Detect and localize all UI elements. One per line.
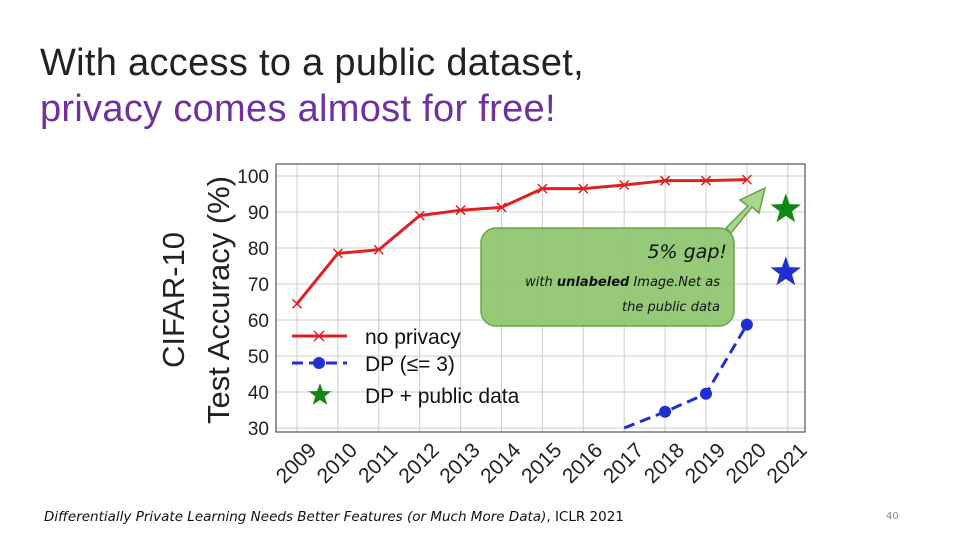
- callout-box: [480, 227, 735, 327]
- y-tick-label-30: 30: [248, 419, 269, 440]
- y-tick-label-70: 70: [248, 275, 269, 296]
- legend-item-0: no privacy: [292, 326, 461, 349]
- no-privacy-point-2011: [373, 244, 384, 255]
- x-tick-label-2016: 2016: [558, 439, 607, 488]
- x-tick-label-2014: 2014: [476, 439, 526, 489]
- dp-point-2018: [659, 405, 672, 418]
- citation-title: Differentially Private Learning Needs Be…: [44, 509, 547, 525]
- callout-headline: 5% gap!: [647, 241, 727, 263]
- legend-marker-dp: [313, 357, 325, 369]
- y-tick-label-90: 90: [248, 203, 269, 224]
- callout-line-1-prefix: with: [525, 275, 557, 290]
- legend-label-1: DP (≤= 3): [365, 353, 455, 376]
- x-tick-label-2011: 2011: [354, 439, 402, 487]
- no-privacy-point-2019: [700, 175, 712, 186]
- x-tick-label-2013: 2013: [435, 439, 484, 488]
- series-1: [623, 318, 753, 430]
- no-privacy-point-2009: [291, 298, 303, 309]
- x-tick-label-2012: 2012: [394, 439, 443, 488]
- chart-legend: no privacy DP (≤= 3) DP + public data: [292, 326, 520, 408]
- legend-marker-no-privacy: [313, 330, 325, 342]
- legend-label-0: no privacy: [365, 326, 461, 349]
- slide-title: With access to a public dataset, privacy…: [40, 40, 584, 132]
- y-tick-label-50: 50: [248, 347, 269, 368]
- callout-arrow: [724, 186, 767, 235]
- no-privacy-point-2017: [619, 179, 630, 191]
- y-tick-label-60: 60: [248, 311, 269, 332]
- page-number: 40: [886, 511, 899, 522]
- plot-area-border: [275, 163, 806, 433]
- x-tick-label-2010: 2010: [313, 439, 362, 488]
- callout-line-1-bold: unlabeled: [557, 275, 630, 290]
- x-tick-labels: 2009201020112012201320142015201620172018…: [272, 439, 812, 489]
- no-privacy-point-2013: [455, 205, 466, 216]
- no-privacy-point-2020: [741, 174, 752, 185]
- dp-point-2020: [740, 318, 753, 331]
- dp-public-star-2021: [770, 193, 801, 223]
- x-tick-label-2009: 2009: [272, 439, 321, 488]
- citation-venue: , ICLR 2021: [546, 509, 624, 525]
- no-privacy-point-2014: [496, 202, 507, 213]
- citation: Differentially Private Learning Needs Be…: [44, 509, 624, 525]
- y-tick-labels: 30 40 50 60 70 80 90 100: [237, 167, 269, 440]
- y-tick-label-40: 40: [248, 383, 269, 404]
- no-privacy-point-2010: [332, 248, 343, 259]
- series-2: [770, 193, 801, 223]
- x-tick-label-2018: 2018: [640, 439, 689, 488]
- y-tick-label-100: 100: [237, 167, 269, 188]
- dp-star-2021: [770, 256, 801, 286]
- dp-line: [623, 323, 749, 430]
- x-tick-label-2015: 2015: [517, 439, 566, 488]
- y-axis-label-line-2: Test Accuracy (%): [201, 176, 236, 424]
- gap-callout: 5% gap! with unlabeled Image.Net as the pu…: [480, 186, 767, 327]
- legend-item-2: DP + public data: [308, 383, 520, 408]
- no-privacy-point-2012: [414, 210, 425, 221]
- legend-marker-dp-public: [308, 383, 332, 405]
- y-tick-label-80: 80: [248, 239, 269, 260]
- x-tick-label-2021: 2021: [763, 439, 812, 488]
- x-tick-label-2019: 2019: [681, 439, 730, 488]
- no-privacy-point-2018: [660, 175, 671, 186]
- callout-line-1-suffix: Image.Net as: [629, 275, 720, 290]
- chart-series: [291, 174, 801, 430]
- dp-point-2019: [700, 387, 712, 400]
- no-privacy-line: [295, 178, 747, 305]
- legend-item-1: DP (≤= 3): [292, 353, 455, 376]
- title-line-1: With access to a public dataset,: [40, 42, 584, 84]
- y-axis-label: CIFAR-10 Test Accuracy (%): [156, 176, 236, 424]
- y-axis-label-line-1: CIFAR-10: [156, 232, 191, 368]
- chart-frame: [275, 163, 806, 433]
- x-tick-label-2017: 2017: [599, 439, 648, 488]
- legend-label-2: DP + public data: [365, 385, 520, 408]
- callout-line-1: with unlabeled Image.Net as: [525, 275, 720, 290]
- x-tick-label-2020: 2020: [722, 439, 771, 488]
- no-privacy-point-2016: [578, 183, 589, 194]
- title-line-2: privacy comes almost for free!: [40, 88, 556, 130]
- no-privacy-point-2015: [537, 183, 548, 194]
- series-0: [291, 174, 752, 309]
- callout-line-2: the public data: [622, 300, 720, 315]
